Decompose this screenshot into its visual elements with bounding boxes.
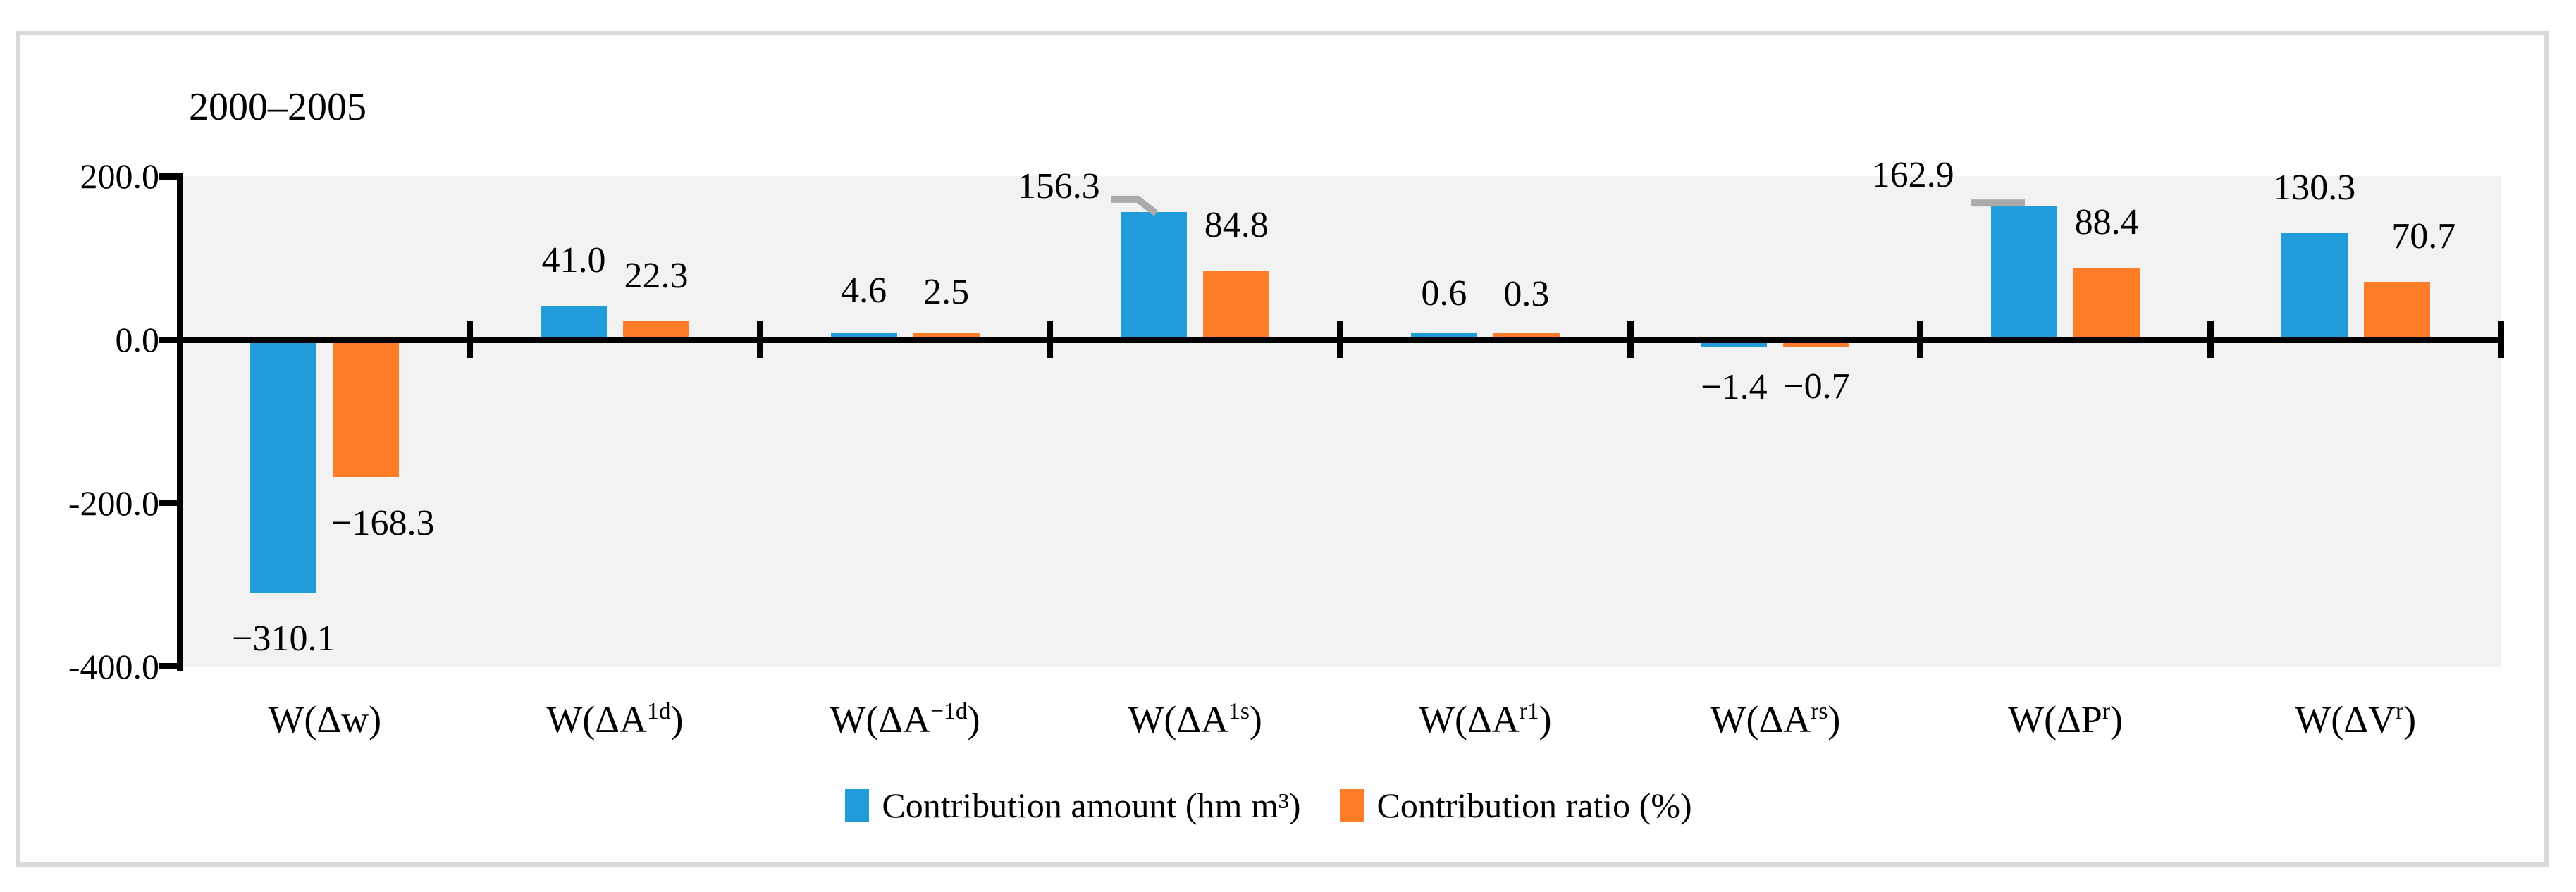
bar-amount-cat5 <box>1701 340 1768 347</box>
bar-amount-cat3 <box>1121 211 1188 340</box>
plot-area-background <box>180 176 2501 667</box>
value-label-amount-cat6: 162.9 <box>1871 155 1954 196</box>
value-label-ratio-cat1: 22.3 <box>624 256 689 297</box>
legend-label-amount: Contribution amount (hm m³) <box>882 786 1301 825</box>
category-label-5: W(ΔArs) <box>1710 698 1841 741</box>
value-label-amount-cat5: −1.4 <box>1701 366 1768 407</box>
bar-ratio-cat7 <box>2363 282 2430 340</box>
bar-amount-cat4 <box>1410 333 1477 340</box>
legend-item-contribution-ratio: Contribution ratio (%) <box>1340 786 1692 825</box>
value-label-ratio-cat3: 84.8 <box>1204 204 1269 245</box>
value-label-amount-cat2: 4.6 <box>841 270 887 311</box>
value-label-amount-cat1: 41.0 <box>541 240 606 281</box>
value-label-ratio-cat2: 2.5 <box>923 272 970 313</box>
value-label-amount-cat0: −310.1 <box>232 619 335 659</box>
bar-amount-cat7 <box>2281 233 2348 340</box>
y-axis-tick-label: 0.0 <box>115 320 160 359</box>
y-axis-tick-label: -200.0 <box>68 483 159 523</box>
value-label-ratio-cat4: 0.3 <box>1503 273 1550 314</box>
x-axis-tick <box>1917 321 1924 358</box>
y-axis-tick <box>158 173 177 180</box>
category-label-7: W(ΔVr) <box>2295 698 2417 741</box>
y-axis-tick <box>158 336 177 343</box>
value-label-ratio-cat0: −168.3 <box>331 503 435 544</box>
category-label-2: W(ΔA−1d) <box>830 698 980 741</box>
bar-ratio-cat4 <box>1493 333 1560 340</box>
bar-ratio-cat6 <box>2073 267 2140 340</box>
y-axis-tick <box>158 500 177 507</box>
value-label-ratio-cat6: 88.4 <box>2074 202 2139 242</box>
value-label-ratio-cat7: 70.7 <box>2391 216 2456 257</box>
y-axis-line <box>176 173 183 671</box>
chart-legend: Contribution amount (hm m³) Contribution… <box>0 781 2537 830</box>
x-axis-tick <box>2207 321 2214 358</box>
legend-label-ratio: Contribution ratio (%) <box>1376 786 1692 825</box>
bar-ratio-cat0 <box>333 340 400 478</box>
x-axis-tick <box>1627 321 1634 358</box>
y-axis-tick-label: 200.0 <box>80 156 160 197</box>
bar-amount-cat2 <box>830 333 897 340</box>
chart-title: 2000–2005 <box>189 85 366 129</box>
x-axis-tick <box>2497 321 2504 358</box>
legend-swatch-ratio <box>1340 789 1364 822</box>
x-axis-tick <box>467 321 474 358</box>
x-axis-tick <box>756 321 763 358</box>
bar-ratio-cat5 <box>1783 340 1850 347</box>
category-label-0: W(Δw) <box>268 698 382 741</box>
value-label-amount-cat7: 130.3 <box>2273 167 2356 208</box>
bar-ratio-cat2 <box>913 333 980 340</box>
x-axis-tick <box>1047 321 1054 358</box>
value-label-amount-cat4: 0.6 <box>1421 273 1467 314</box>
value-label-amount-cat3: 156.3 <box>1017 166 1100 206</box>
legend-item-contribution-amount: Contribution amount (hm m³) <box>845 786 1300 825</box>
value-label-ratio-cat5: −0.7 <box>1783 366 1850 407</box>
category-label-1: W(ΔA1d) <box>546 698 684 741</box>
x-axis-tick <box>1337 321 1343 358</box>
legend-swatch-amount <box>845 789 870 822</box>
category-label-4: W(ΔAr1) <box>1419 698 1552 741</box>
category-label-3: W(ΔA1s) <box>1128 698 1262 741</box>
y-axis-tick-label: -400.0 <box>68 646 159 686</box>
bar-amount-cat6 <box>1991 206 2058 340</box>
category-label-6: W(ΔPr) <box>2008 698 2123 741</box>
bar-ratio-cat3 <box>1203 270 1270 340</box>
bar-amount-cat1 <box>540 306 607 340</box>
y-axis-tick <box>158 663 177 670</box>
bar-amount-cat0 <box>250 340 317 593</box>
